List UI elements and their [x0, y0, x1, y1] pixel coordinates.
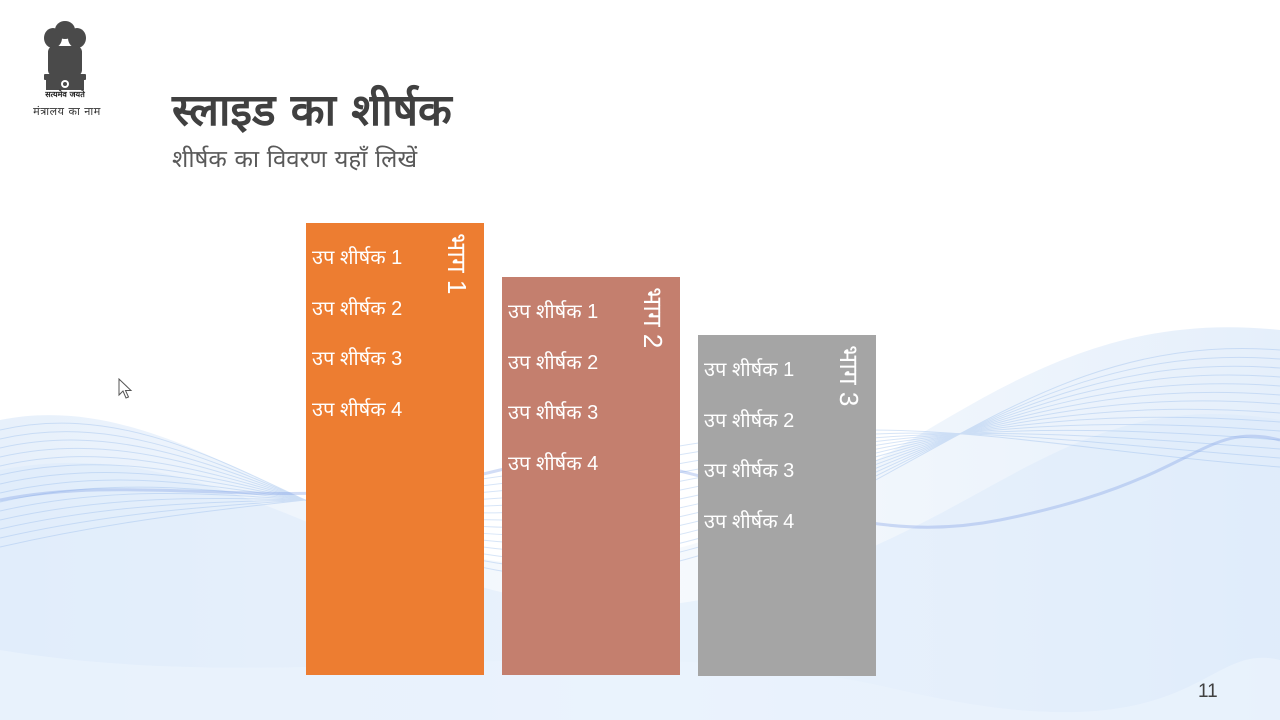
- column-part-1: उप शीर्षक 1 उप शीर्षक 2 उप शीर्षक 3 उप श…: [306, 223, 484, 675]
- national-emblem-icon: [44, 21, 86, 90]
- column-part-2: उप शीर्षक 1 उप शीर्षक 2 उप शीर्षक 3 उप श…: [502, 277, 680, 675]
- column-part-3: उप शीर्षक 1 उप शीर्षक 2 उप शीर्षक 3 उप श…: [698, 335, 876, 676]
- column-items: उप शीर्षक 1 उप शीर्षक 2 उप शीर्षक 3 उप श…: [508, 287, 598, 489]
- column-item: उप शीर्षक 2: [704, 409, 795, 432]
- page-number: 11: [1198, 681, 1218, 702]
- column-item: उप शीर्षक 1: [312, 247, 403, 269]
- column-item: उप शीर्षक 2: [312, 297, 403, 320]
- column-items: उप शीर्षक 1 उप शीर्षक 2 उप शीर्षक 3 उप श…: [704, 345, 794, 547]
- column-item: उप शीर्षक 2: [508, 351, 599, 374]
- column-item: उप शीर्षक 4: [508, 452, 599, 475]
- column-item: उप शीर्षक 1: [704, 359, 795, 381]
- column-item: उप शीर्षक 3: [508, 402, 599, 424]
- ministry-name: मंत्रालय का नाम: [33, 105, 101, 118]
- column-label: भाग 1: [442, 233, 472, 295]
- column-item: उप शीर्षक 3: [312, 348, 403, 370]
- slide-title: स्लाइड का शीर्षक: [172, 85, 452, 136]
- column-item: उप शीर्षक 3: [704, 460, 795, 482]
- slide-subtitle: शीर्षक का विवरण यहाँ लिखें: [172, 145, 418, 173]
- emblem-motto: सत्यमेव जयते: [45, 90, 85, 99]
- column-label: भाग 3: [834, 345, 864, 407]
- column-label: भाग 2: [638, 287, 668, 349]
- column-item: उप शीर्षक 4: [704, 510, 795, 533]
- column-item: उप शीर्षक 4: [312, 398, 403, 421]
- mouse-pointer-icon: [118, 378, 133, 399]
- column-item: उप शीर्षक 1: [508, 301, 599, 323]
- column-items: उप शीर्षक 1 उप शीर्षक 2 उप शीर्षक 3 उप श…: [312, 233, 402, 435]
